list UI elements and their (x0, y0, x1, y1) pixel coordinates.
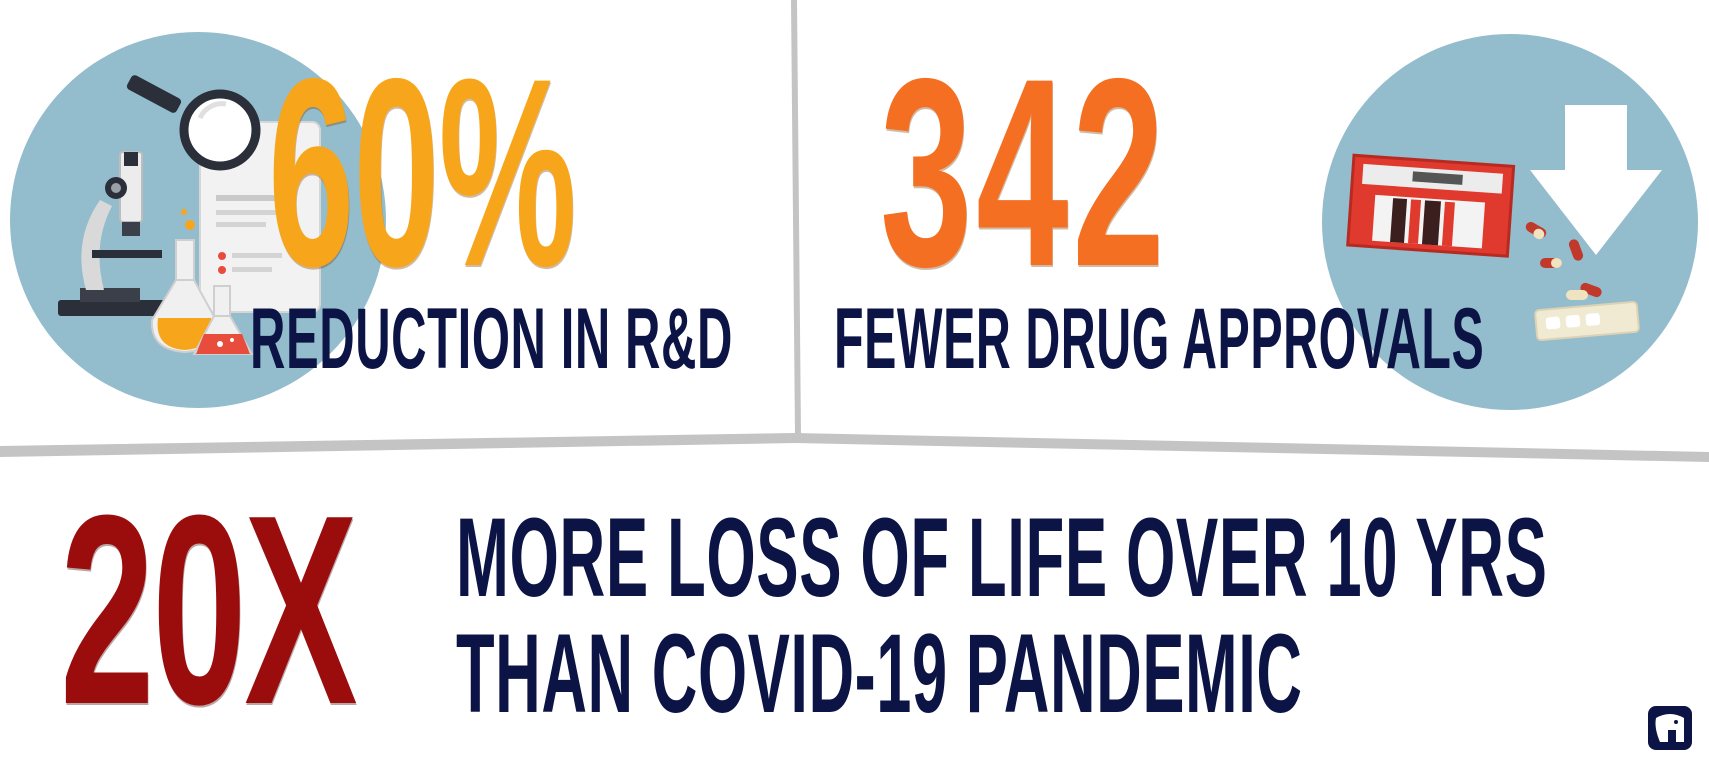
document-icon (199, 121, 321, 313)
caption-loss-line1: MORE LOSS OF LIFE OVER 10 YRS (456, 495, 1548, 620)
pill-pack-icon (1346, 105, 1662, 342)
laboratory-icon (58, 75, 321, 355)
vertical-divider (791, 0, 801, 436)
caption-loss-line2: THAN COVID-19 PANDEMIC (456, 611, 1303, 736)
caption-approvals: FEWER DRUG APPROVALS (834, 291, 1485, 387)
stat-rnd-reduction: 60% (268, 22, 577, 322)
stat-fewer-approvals: 342 (880, 22, 1169, 322)
horizontal-divider (0, 433, 1709, 462)
microscope-icon (58, 151, 168, 316)
down-arrow-icon (1530, 105, 1662, 255)
caption-rnd: REDUCTION IN R&D (250, 291, 733, 387)
elephant-logo-icon (1648, 706, 1692, 750)
red-flask-icon (192, 285, 254, 355)
magnifier-icon (126, 75, 261, 171)
stat-loss-multiplier: 20X (60, 460, 358, 761)
